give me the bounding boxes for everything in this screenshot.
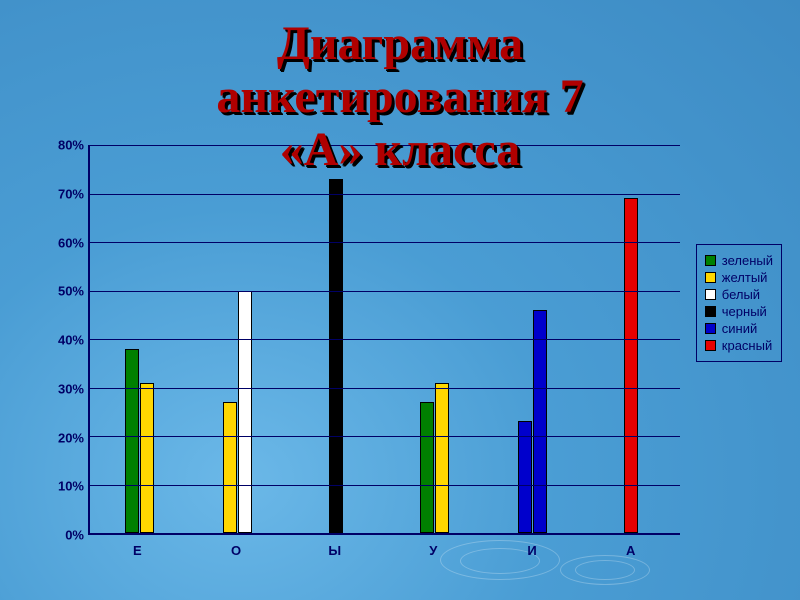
title-line: анкетирования 7 bbox=[0, 71, 800, 124]
legend-swatch bbox=[705, 255, 716, 266]
x-tick-label: О bbox=[187, 535, 286, 570]
legend-label: синий bbox=[722, 321, 757, 336]
bar bbox=[223, 402, 237, 533]
bar bbox=[518, 421, 532, 533]
y-tick-label: 50% bbox=[58, 284, 84, 299]
grid-line bbox=[90, 291, 680, 292]
y-tick-label: 60% bbox=[58, 235, 84, 250]
legend-swatch bbox=[705, 323, 716, 334]
bar bbox=[238, 291, 252, 534]
x-axis: ЕОЫУИА bbox=[88, 535, 680, 570]
bar bbox=[329, 179, 343, 533]
legend-item: черный bbox=[705, 304, 773, 319]
bar-chart: 0%10%20%30%40%50%60%70%80% ЕОЫУИА bbox=[40, 145, 680, 570]
legend-label: черный bbox=[722, 304, 767, 319]
y-axis: 0%10%20%30%40%50%60%70%80% bbox=[40, 145, 88, 535]
x-tick-label: У bbox=[384, 535, 483, 570]
y-tick-label: 30% bbox=[58, 381, 84, 396]
bar bbox=[435, 383, 449, 533]
grid-line bbox=[90, 339, 680, 340]
bar bbox=[140, 383, 154, 533]
grid-line bbox=[90, 436, 680, 437]
y-tick-label: 20% bbox=[58, 430, 84, 445]
legend-label: белый bbox=[722, 287, 760, 302]
bar bbox=[624, 198, 638, 533]
legend-item: синий bbox=[705, 321, 773, 336]
y-tick-label: 70% bbox=[58, 186, 84, 201]
legend-swatch bbox=[705, 289, 716, 300]
y-tick-label: 80% bbox=[58, 138, 84, 153]
x-tick-label: А bbox=[581, 535, 680, 570]
x-tick-label: И bbox=[483, 535, 582, 570]
title-line: Диаграмма bbox=[0, 18, 800, 71]
bar bbox=[533, 310, 547, 533]
legend-label: красный bbox=[722, 338, 772, 353]
bar bbox=[125, 349, 139, 533]
x-tick-label: Е bbox=[88, 535, 187, 570]
y-tick-label: 40% bbox=[58, 333, 84, 348]
grid-line bbox=[90, 388, 680, 389]
plot-area bbox=[88, 145, 680, 535]
y-tick-label: 10% bbox=[58, 479, 84, 494]
legend-item: белый bbox=[705, 287, 773, 302]
legend: зеленый желтый белый черный синий красный bbox=[696, 244, 782, 362]
legend-swatch bbox=[705, 306, 716, 317]
legend-item: зеленый bbox=[705, 253, 773, 268]
legend-swatch bbox=[705, 340, 716, 351]
legend-label: желтый bbox=[722, 270, 768, 285]
grid-line bbox=[90, 242, 680, 243]
grid-line bbox=[90, 194, 680, 195]
bar bbox=[420, 402, 434, 533]
y-tick-label: 0% bbox=[65, 528, 84, 543]
grid-line bbox=[90, 145, 680, 146]
legend-item: красный bbox=[705, 338, 773, 353]
legend-item: желтый bbox=[705, 270, 773, 285]
legend-swatch bbox=[705, 272, 716, 283]
grid-line bbox=[90, 485, 680, 486]
legend-label: зеленый bbox=[722, 253, 773, 268]
x-tick-label: Ы bbox=[285, 535, 384, 570]
